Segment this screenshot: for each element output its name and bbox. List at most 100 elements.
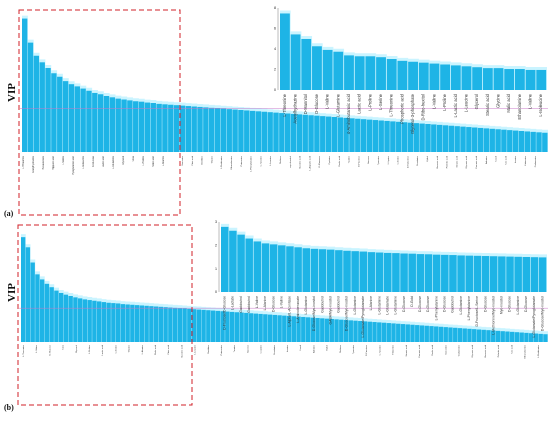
- panel-b-bar: [120, 304, 126, 342]
- panel-a-bar: [390, 121, 396, 152]
- panel-b-bar: [381, 322, 387, 342]
- panel-a-inset-bar: [450, 65, 461, 90]
- panel-a-lower-category-label: Citric acid: [191, 155, 194, 165]
- panel-b-category-label: D-Fructose: [365, 344, 368, 356]
- panel-b-inset-category-label: L-Glutamine: [459, 296, 463, 315]
- panel-a-bar: [454, 126, 460, 152]
- panel-a-bar: [296, 114, 303, 153]
- panel-b-inset-bar: [335, 250, 343, 292]
- panel-b-bar: [486, 330, 491, 342]
- panel-a-category-label: Glycerol: [122, 156, 125, 165]
- panel-b-bar: [134, 305, 140, 342]
- panel-a-lower-category-label: D-Mannose: [319, 155, 321, 167]
- panel-b-category-label: L-Leucine: [195, 344, 197, 354]
- panel-b-bar: [457, 328, 463, 342]
- panel-a-inset-category-label: L-Valine: [431, 93, 436, 109]
- panel-b-inset-bar: [351, 251, 359, 292]
- panel-b-inset-bar: [367, 252, 376, 292]
- panel-a-bar: [109, 97, 116, 152]
- panel-b-inset-category-label: Gadobutrol: [239, 296, 243, 313]
- panel-a-inset-category-label: Ethanolamine: [517, 93, 522, 119]
- panel-a-inset-category-label: Stearic acid: [485, 93, 490, 116]
- panel-a-inset-category-label: Phosphoric acid: [399, 93, 404, 123]
- panel-b-inset-category-label: L-Valine: [280, 296, 284, 308]
- panel-b-bars: [21, 237, 548, 342]
- panel-a-inset-ytick: 4: [274, 47, 276, 51]
- panel-b-bar: [453, 327, 458, 342]
- panel-a-inset-bar: [514, 69, 525, 90]
- panel-a-lower-category-label: Palmitic acid: [446, 155, 449, 168]
- panel-b-bar: [510, 331, 515, 342]
- panel-a-bar: [314, 115, 320, 152]
- panel-b-inset-bar: [530, 257, 539, 292]
- panel-a-bar: [273, 112, 279, 153]
- panel-b-category-label: Uracil: [299, 344, 302, 350]
- panel-b-category-label: Adenine: [312, 344, 315, 353]
- panel-a-inset-category-label: 4-Aminobutanoic acid: [346, 93, 351, 134]
- panel-b-inset-category-label: Gadobutrol: [247, 296, 251, 313]
- panel-b-bar: [419, 325, 425, 342]
- panel-a-category-label: L-Proline: [142, 155, 145, 165]
- panel-b-category-label: Taurine: [233, 344, 236, 352]
- panel-a-category-label: L-Alanine: [162, 155, 165, 166]
- panel-a-category-label: L-Threonine: [22, 155, 25, 169]
- panel-b-inset-bar: [514, 256, 522, 292]
- panel-b-inset-bar: [318, 249, 327, 292]
- panel-a-lower-category-label: Succinic acid: [300, 155, 302, 169]
- panel-a-bar: [302, 114, 308, 152]
- panel-b-category-label: Fumaric acid: [418, 344, 421, 357]
- panel-b-bar: [400, 324, 406, 342]
- panel-b-bar: [63, 294, 69, 342]
- panel-b-bar: [296, 316, 301, 342]
- panel-a-lower-category-label: Stearic acid: [455, 155, 458, 167]
- panel-a-lower-category-label: Taurine: [348, 155, 351, 163]
- panel-b-bar: [206, 310, 211, 342]
- panel-b: VIP L-Threonine L-Valine D-Glucose Urea Glyc…: [4, 220, 548, 412]
- panel-b-category-label: Putrescine: [220, 344, 223, 355]
- panel-a-bar: [179, 105, 186, 153]
- panel-b-inset: 3 2 1 0 D-Fructose/D-Glucose L-Lactate Gadobu…: [215, 220, 547, 337]
- panel-a-bar: [524, 131, 530, 152]
- panel-b-inset-category-label: D-Glucose: [426, 296, 430, 312]
- panel-a-bar: [413, 123, 419, 153]
- panel-b-category-label: Tyramine: [352, 344, 355, 354]
- panel-b-inset-category-label: D-Glucose: [508, 296, 512, 312]
- panel-a-inset-ytick: 2: [274, 68, 276, 72]
- panel-b-inset-category-label: L-Glutamine: [394, 296, 398, 315]
- panel-b-label: (b): [4, 403, 14, 412]
- panel-b-bar: [405, 324, 410, 342]
- panel-b-bar: [215, 310, 221, 342]
- panel-b-inset-category-label: D-Fructose/L-Serine: [475, 296, 479, 327]
- panel-a-bar: [355, 118, 361, 152]
- panel-a-inset-bar: [525, 69, 536, 90]
- panel-b-inset-category-label: D-Gold: [410, 296, 414, 307]
- panel-b-bar: [529, 333, 534, 342]
- panel-b-inset-category-label: D-Glucose: [418, 296, 422, 312]
- panel-a-label: (a): [4, 209, 14, 218]
- panel-b-bar: [196, 309, 202, 342]
- panel-b-bar: [177, 308, 183, 342]
- panel-b-inset-bar: [286, 246, 294, 292]
- panel-a-bar: [244, 110, 250, 152]
- panel-b-bar: [329, 319, 334, 342]
- panel-a-lower-category-label: Ornithine: [201, 155, 204, 165]
- panel-b-bar: [491, 330, 496, 342]
- panel-b-bar: [234, 312, 240, 342]
- panel-b-bar: [21, 237, 26, 342]
- panel-b-bar: [533, 333, 539, 342]
- panel-a-bar: [518, 131, 525, 152]
- panel-a-bar: [168, 104, 174, 152]
- panel-a-bar: [45, 68, 51, 152]
- panel-a-category-label: D-Glucose: [92, 155, 95, 167]
- panel-a-inset-bar: [472, 67, 483, 90]
- panel-a-inset-category-label: L-Serine: [378, 93, 383, 109]
- panel-a-inset-category-label: Glycerol-3-phosphate: [410, 93, 415, 134]
- panel-a-bar: [103, 96, 110, 152]
- panel-a-inset-bar: [312, 46, 322, 90]
- panel-a-bar: [442, 125, 449, 152]
- panel-a-lower-category-label: Tyramine: [377, 155, 380, 165]
- panel-b-category-label: Benzoic acid: [485, 344, 487, 357]
- panel-a-inset-ytick: 6: [274, 27, 276, 31]
- panel-b-bar: [68, 296, 73, 342]
- panel-b-bar: [277, 315, 282, 342]
